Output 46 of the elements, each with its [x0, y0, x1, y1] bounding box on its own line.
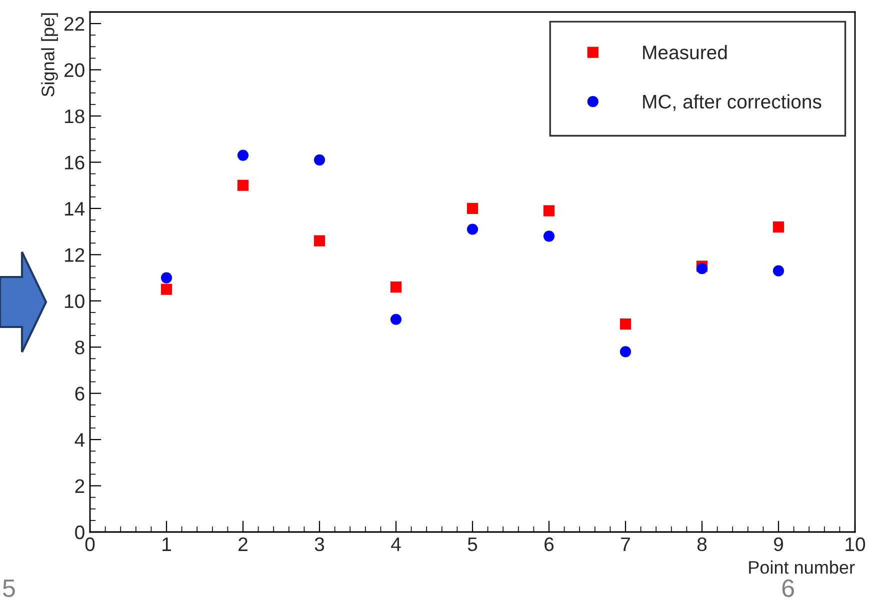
x-tick-label: 10 [846, 537, 866, 552]
legend-label: MC, after corrections [643, 94, 822, 111]
point [390, 314, 402, 325]
y-tick-label: 16 [64, 156, 84, 170]
y-tick-label: 20 [64, 63, 84, 78]
x-tick-label: 3 [314, 537, 324, 552]
point [237, 150, 249, 161]
point [543, 230, 555, 242]
y-tick-label: 4 [74, 433, 85, 447]
legend-label: Measured [643, 45, 727, 60]
point [466, 224, 478, 235]
x-tick-label: 2 [238, 537, 248, 551]
x-tick-label: 7 [621, 538, 630, 551]
y-tick-label: 14 [64, 202, 85, 216]
y-tick-label: 12 [64, 248, 84, 262]
y-tick-label: 6 [75, 386, 84, 401]
x-tick-label: 5 [468, 538, 478, 552]
y-tick-label: 8 [75, 340, 84, 354]
point [772, 265, 784, 276]
point [620, 318, 632, 330]
y-tick-label: 0 [75, 525, 84, 540]
y-tick-label: 22 [64, 17, 84, 31]
point [160, 272, 172, 284]
point [772, 221, 784, 232]
y-tick-label: 10 [64, 294, 84, 308]
x-tick-label: 9 [774, 537, 783, 552]
x-tick-label: 6 [544, 537, 554, 552]
point [160, 284, 172, 295]
x-tick-label: 8 [697, 537, 707, 552]
y-tick-label: 18 [64, 109, 84, 124]
x-tick-label: 1 [162, 538, 171, 551]
x-tick-label: 4 [391, 538, 401, 551]
point [314, 154, 326, 166]
point [620, 346, 632, 358]
point [314, 235, 326, 246]
point [543, 205, 555, 216]
x-tick-label: 0 [85, 537, 95, 552]
text: 5 [3, 580, 15, 598]
x-axis-title: Point number [749, 560, 855, 574]
y-tick-label: 2 [75, 479, 84, 493]
point [390, 281, 402, 293]
point [237, 180, 249, 191]
point [696, 262, 708, 274]
point [466, 202, 478, 214]
text: 6 [782, 579, 794, 598]
y-axis-title: Signal [pe] [41, 13, 58, 96]
